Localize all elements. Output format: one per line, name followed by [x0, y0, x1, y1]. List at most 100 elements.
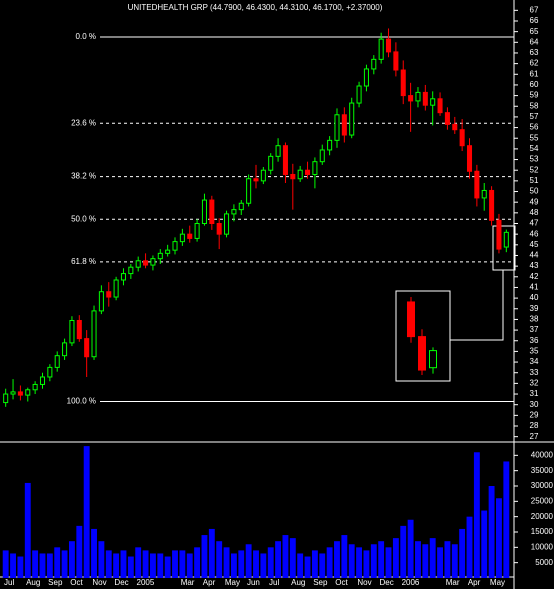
volume-bar — [496, 498, 502, 578]
volume-tick-label: 40000 — [531, 450, 554, 459]
volume-bar — [363, 550, 370, 578]
volume-bar — [459, 528, 466, 578]
volume-bar — [400, 525, 407, 578]
y-tick-label: 28 — [530, 421, 539, 430]
y-tick-label: 50 — [530, 187, 539, 196]
volume-bar — [429, 538, 436, 578]
candle-body — [10, 391, 16, 395]
x-tick-label: Jul — [269, 578, 279, 587]
volume-bar — [179, 550, 186, 578]
candle-body — [429, 350, 437, 369]
y-tick-label: 40 — [530, 293, 539, 302]
candle-body — [305, 169, 311, 175]
volume-bar — [407, 519, 414, 578]
volume-bar — [105, 550, 112, 578]
candle-body — [393, 51, 399, 71]
y-tick-label: 45 — [530, 240, 539, 249]
y-tick-label: 32 — [530, 378, 539, 387]
x-tick-label: Aug — [291, 578, 305, 587]
volume-bar — [238, 550, 245, 578]
candle-body — [231, 209, 237, 215]
candle-body — [327, 139, 333, 151]
volume-bar — [451, 544, 458, 578]
fib-label: 50.0 % — [71, 214, 96, 223]
volume-tick-label: 20000 — [531, 512, 554, 521]
x-tick-label: Sep — [48, 578, 63, 587]
candle-body — [91, 310, 97, 358]
candle-body — [459, 129, 465, 147]
volume-tick-label: 30000 — [531, 481, 554, 490]
candle-body — [3, 393, 9, 404]
candle-body — [69, 319, 75, 344]
y-tick-label: 43 — [530, 261, 539, 270]
volume-bar — [275, 541, 282, 578]
x-tick-label: Sep — [313, 578, 328, 587]
candle-body — [489, 189, 495, 221]
x-tick-label: Apr — [203, 578, 216, 587]
candle-body — [408, 95, 414, 102]
volume-bar — [186, 553, 193, 578]
x-tick-label: Dec — [114, 578, 128, 587]
volume-bar — [245, 544, 252, 578]
x-tick-label: Jul — [4, 578, 14, 587]
y-tick-label: 57 — [530, 112, 539, 121]
volume-bar — [194, 547, 201, 578]
volume-bar — [83, 446, 90, 578]
volume-bar — [334, 541, 340, 578]
candle-body — [201, 199, 207, 225]
y-tick-label: 48 — [530, 208, 539, 217]
y-tick-label: 58 — [530, 101, 539, 110]
candle-body — [452, 123, 458, 131]
y-tick-label: 53 — [530, 155, 539, 164]
y-tick-label: 54 — [530, 144, 539, 153]
candle-body — [275, 145, 281, 157]
candle-body — [422, 91, 428, 106]
volume-bar — [473, 452, 480, 578]
volume-bar — [32, 550, 39, 578]
volume-bar — [348, 544, 355, 578]
x-tick-label: Apr — [468, 578, 481, 587]
candle-body — [349, 102, 355, 136]
candle-body — [25, 389, 31, 396]
x-tick-label: Mar — [446, 578, 460, 587]
candle-body — [150, 258, 156, 266]
y-tick-label: 55 — [530, 133, 539, 142]
y-tick-label: 44 — [530, 251, 539, 260]
volume-bar — [311, 550, 318, 578]
candle-body — [143, 260, 149, 266]
y-tick-label: 61 — [530, 69, 539, 78]
x-tick-label: 2006 — [402, 578, 420, 587]
candle-body — [371, 58, 377, 70]
volume-bar — [297, 553, 304, 578]
candle-body — [62, 342, 68, 357]
volume-bar — [253, 550, 259, 578]
candle-body — [76, 319, 82, 340]
candle-body — [98, 291, 104, 312]
volume-bar — [378, 541, 385, 578]
inset-connector — [450, 270, 504, 341]
zoom-box — [492, 225, 516, 271]
volume-bar — [444, 541, 451, 578]
fib-label: 38.2 % — [71, 172, 96, 181]
chart-title: UNITEDHEALTH GRP (44.7900, 46.4300, 44.3… — [128, 3, 383, 12]
y-tick-label: 33 — [530, 368, 539, 377]
candle-body — [260, 169, 266, 182]
volume-bar — [127, 556, 134, 578]
y-tick-label: 37 — [530, 325, 539, 334]
x-tick-label: 2005 — [137, 578, 155, 587]
candle-body — [378, 38, 384, 60]
y-tick-label: 36 — [530, 336, 539, 345]
y-tick-label: 47 — [530, 219, 539, 228]
volume-bar — [120, 550, 127, 578]
candle-body — [400, 69, 406, 97]
volume-bar — [437, 547, 444, 578]
x-tick-label: Dec — [379, 578, 393, 587]
candle-body — [54, 355, 60, 368]
candle-body — [165, 249, 171, 254]
volume-bar — [326, 547, 333, 578]
volume-bar — [488, 486, 495, 578]
candle-body — [172, 241, 178, 251]
volume-bar — [392, 538, 399, 578]
candle-body — [128, 266, 134, 275]
